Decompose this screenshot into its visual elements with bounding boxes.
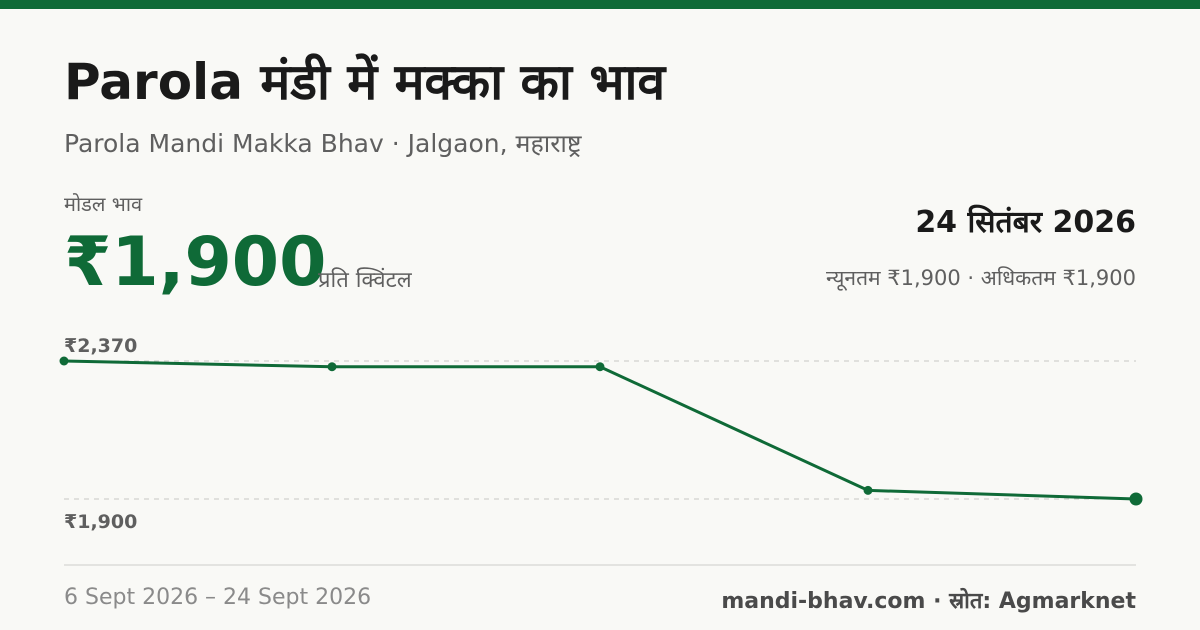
price-date: 24 सितंबर 2026 bbox=[915, 205, 1136, 240]
data-point-2 bbox=[327, 362, 337, 372]
y-tick-label-min: ₹1,900 bbox=[64, 511, 137, 533]
page-subtitle: Parola Mandi Makka Bhav · Jalgaon, महारा… bbox=[64, 129, 582, 158]
page-title: Parola मंडी में मक्का का भाव bbox=[64, 53, 666, 111]
modal-price-label: मोडल भाव bbox=[64, 192, 143, 216]
data-point-5 bbox=[1129, 492, 1143, 506]
top-accent-bar bbox=[0, 0, 1200, 9]
data-point-3 bbox=[595, 362, 605, 372]
price-unit: प्रति क्विंटल bbox=[318, 268, 412, 293]
date-range: 6 Sept 2026 – 24 Sept 2026 bbox=[64, 585, 372, 610]
data-point-4 bbox=[863, 485, 873, 495]
price-series-line bbox=[62, 359, 1138, 501]
modal-price-value: ₹1,900 bbox=[64, 223, 327, 302]
source-credit: mandi-bhav.com · स्रोत: Agmarknet bbox=[721, 589, 1136, 614]
y-tick-label-max: ₹2,370 bbox=[64, 335, 137, 357]
min-max-price: न्यूनतम ₹1,900 · अधिकतम ₹1,900 bbox=[826, 266, 1136, 290]
data-point-1 bbox=[59, 356, 69, 366]
